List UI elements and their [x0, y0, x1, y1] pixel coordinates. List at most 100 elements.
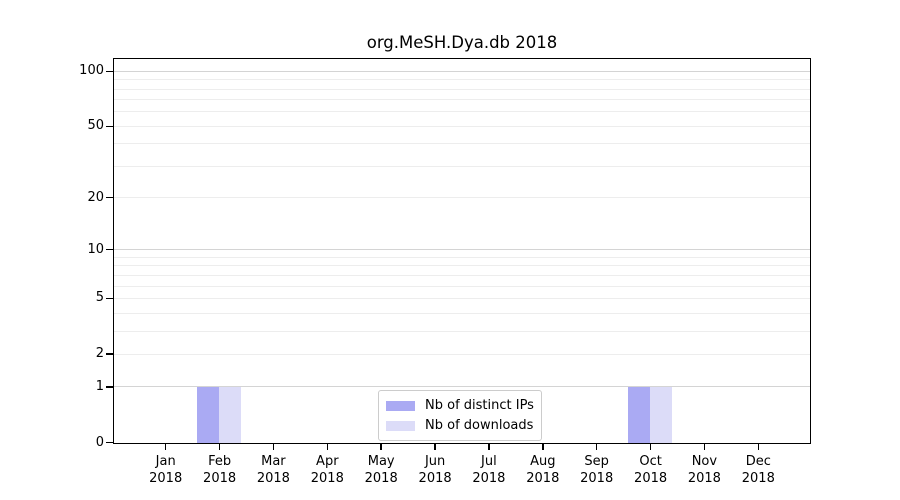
bar-downloads	[650, 387, 673, 443]
y-tick-label: 0	[95, 434, 104, 450]
x-tick-label: Apr 2018	[300, 453, 354, 487]
x-tick-year: 2018	[149, 471, 183, 486]
x-tick-month: Jun	[424, 454, 446, 469]
x-tick-label: Mar 2018	[246, 453, 300, 487]
x-tick-mark	[595, 444, 598, 450]
x-tick-mark	[488, 444, 490, 450]
legend-item-distinct-ips: Nb of distinct IPs	[386, 397, 534, 414]
y-tick-mark	[106, 248, 113, 251]
chart-title: org.MeSH.Dya.db 2018	[366, 33, 558, 52]
gridline-minor	[114, 274, 810, 276]
x-tick-month: Jul	[481, 454, 497, 469]
gridline-5	[114, 297, 810, 299]
x-tick-month: Dec	[745, 454, 771, 469]
plot-area	[113, 58, 811, 444]
bar-layer	[114, 59, 810, 443]
x-tick-mark	[703, 444, 706, 450]
y-tick-mark	[106, 441, 113, 444]
x-tick-mark	[380, 444, 382, 450]
gridline-minor	[114, 330, 810, 332]
x-tick-year: 2018	[364, 471, 398, 486]
x-tick-year: 2018	[472, 471, 506, 486]
x-tick-year: 2018	[741, 471, 775, 486]
x-tick-month: Feb	[208, 454, 232, 469]
x-tick-label: May 2018	[354, 453, 408, 487]
y-tick-mark	[106, 125, 113, 127]
x-tick-year: 2018	[418, 471, 452, 486]
y-tick-label: 20	[87, 189, 104, 205]
legend-label-distinct-ips: Nb of distinct IPs	[425, 398, 534, 413]
gridline-minor	[114, 265, 810, 267]
x-tick-month: Oct	[639, 454, 662, 469]
x-tick-mark	[434, 444, 436, 450]
y-tick-label: 10	[87, 241, 104, 257]
x-tick-mark	[326, 444, 329, 450]
x-tick-month: May	[367, 454, 395, 469]
y-tick-label: 5	[95, 290, 104, 306]
y-tick-mark	[106, 70, 113, 73]
x-tick-mark	[542, 444, 544, 450]
legend-swatch-distinct-ips	[386, 400, 415, 411]
x-tick-year: 2018	[580, 471, 614, 486]
gridline-layer	[114, 59, 810, 443]
x-tick-year: 2018	[203, 471, 237, 486]
gridline-1	[114, 386, 810, 388]
gridline-100	[114, 70, 810, 72]
y-tick-mark	[106, 297, 113, 300]
x-tick-label: Oct 2018	[624, 453, 678, 487]
y-tick-mark	[106, 353, 113, 355]
x-tick-year: 2018	[310, 471, 344, 486]
x-tick-month: Jan	[155, 454, 176, 469]
x-tick-label: Jan 2018	[139, 453, 193, 487]
y-tick-label: 50	[87, 118, 104, 134]
x-tick-label: Jul 2018	[462, 453, 516, 487]
bar-downloads	[219, 387, 242, 443]
y-tick-label: 1	[95, 378, 104, 394]
x-tick-month: Nov	[691, 454, 718, 469]
y-tick-mark	[106, 386, 113, 388]
gridline-50	[114, 125, 810, 127]
y-tick-label: 100	[79, 63, 104, 79]
x-tick-month: Sep	[584, 454, 609, 469]
x-tick-label: Feb 2018	[193, 453, 247, 487]
legend-swatch-downloads	[386, 420, 415, 431]
x-tick-month: Apr	[316, 454, 339, 469]
legend: Nb of distinct IPs Nb of downloads	[378, 390, 542, 441]
gridline-20	[114, 197, 810, 199]
gridline-minor	[114, 143, 810, 145]
gridline-minor	[114, 111, 810, 113]
x-tick-label: Jun 2018	[408, 453, 462, 487]
y-tick-label: 2	[95, 346, 104, 362]
x-tick-mark	[218, 444, 221, 450]
legend-label-downloads: Nb of downloads	[425, 418, 534, 433]
gridline-minor	[114, 285, 810, 287]
x-tick-mark	[649, 444, 652, 450]
x-tick-label: Aug 2018	[516, 453, 570, 487]
x-tick-month: Mar	[261, 454, 286, 469]
y-tick-mark	[106, 196, 113, 199]
x-tick-year: 2018	[256, 471, 290, 486]
gridline-minor	[114, 88, 810, 90]
x-tick-mark	[757, 444, 760, 450]
x-tick-label: Sep 2018	[570, 453, 624, 487]
x-tick-year: 2018	[687, 471, 721, 486]
legend-item-downloads: Nb of downloads	[386, 417, 533, 434]
x-tick-label: Dec 2018	[731, 453, 785, 487]
gridline-10	[114, 249, 810, 251]
bar-distinct-ips	[197, 387, 220, 443]
x-tick-year: 2018	[634, 471, 668, 486]
gridline-minor	[114, 256, 810, 258]
x-tick-mark	[272, 444, 275, 450]
gridline-minor	[114, 312, 810, 314]
gridline-minor	[114, 99, 810, 101]
x-tick-label: Nov 2018	[677, 453, 731, 487]
x-tick-year: 2018	[526, 471, 560, 486]
gridline-minor	[114, 165, 810, 167]
x-tick-mark	[164, 444, 167, 450]
gridline-minor	[114, 79, 810, 81]
x-tick-month: Aug	[530, 454, 556, 469]
bar-distinct-ips	[628, 387, 651, 443]
